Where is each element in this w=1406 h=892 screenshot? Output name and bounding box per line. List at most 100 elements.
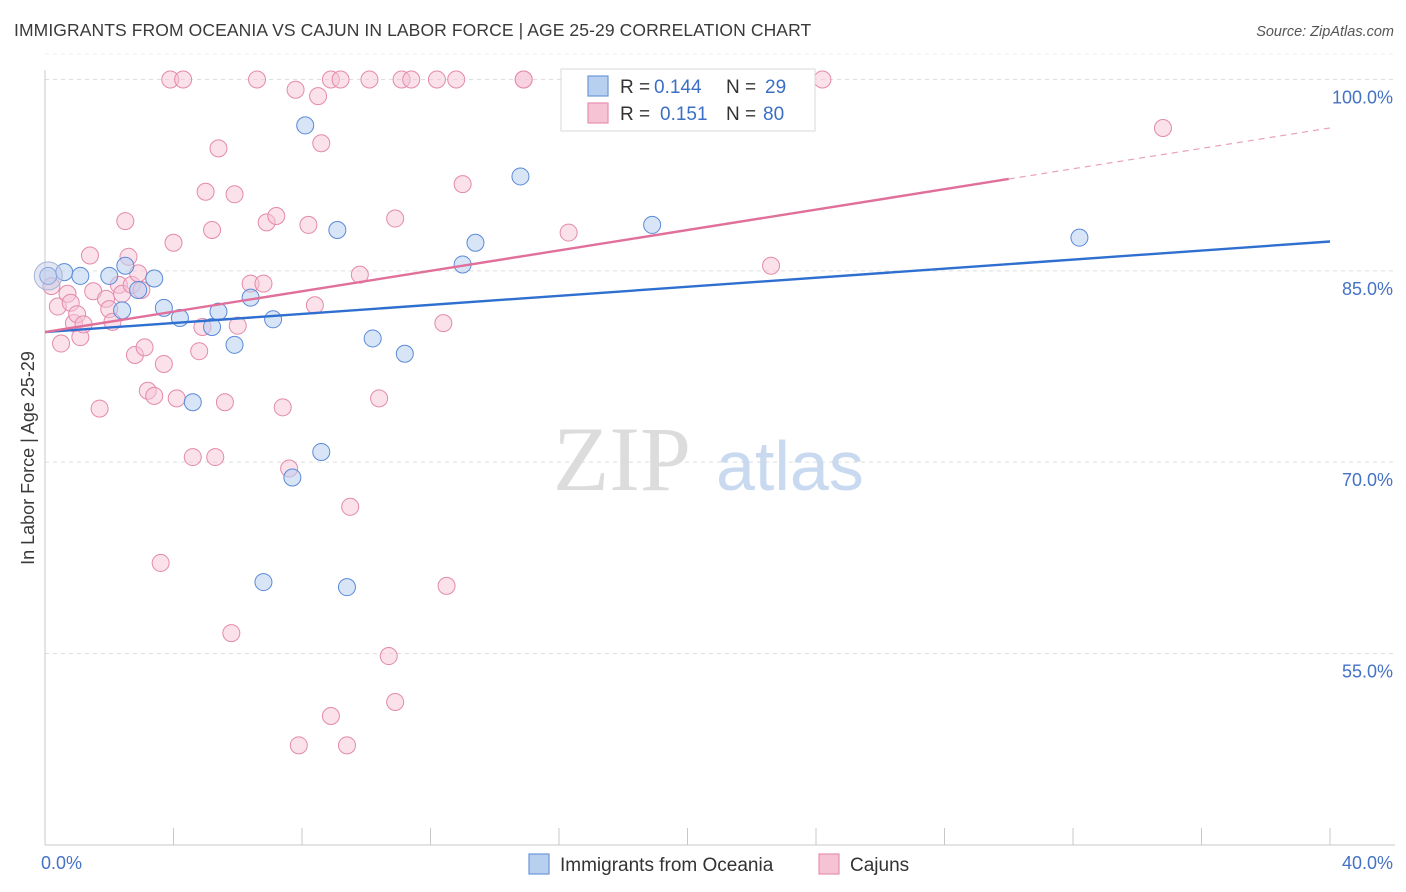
oceania-point <box>643 215 662 234</box>
legend-n-label-2: N = <box>726 104 756 125</box>
cajun-point <box>267 206 286 225</box>
bottom-swatch-cajun <box>818 853 840 875</box>
stats-legend: R = 0.144 N = 29 R = 0.151 N = 80 <box>560 68 816 132</box>
cajun-point <box>453 175 472 194</box>
cajun-point <box>321 707 340 726</box>
x-tick-label-max: 40.0% <box>1342 853 1393 873</box>
x-tick-label-min: 0.0% <box>41 853 82 873</box>
grid <box>45 53 1395 654</box>
cajun-point <box>447 70 466 89</box>
cajun-point <box>164 233 183 252</box>
cajun-point <box>80 246 99 265</box>
cajun-point <box>360 70 379 89</box>
cajun-point <box>154 354 173 373</box>
oceania-point <box>183 393 202 412</box>
oceania-point <box>129 280 148 299</box>
oceania-point <box>312 442 331 461</box>
watermark-zip: ZIP <box>553 408 691 510</box>
cajun-point <box>386 692 405 711</box>
cajun-point <box>206 448 225 467</box>
cajun-point <box>52 334 71 353</box>
oceania-trend-line <box>44 240 1331 334</box>
y-tick-label: 85.0% <box>1342 279 1393 299</box>
cajun-point <box>341 497 360 516</box>
cajun-point <box>762 256 781 275</box>
cajun-point <box>116 212 135 231</box>
cajun-point <box>514 70 533 89</box>
legend-r-label-2: R = <box>620 104 650 125</box>
oceania-point <box>395 344 414 363</box>
oceania-point <box>296 116 315 135</box>
cajun-point <box>90 399 109 418</box>
cajun-trend-line <box>44 177 1009 334</box>
axes <box>44 70 1395 846</box>
cajun-point <box>337 736 356 755</box>
watermark-atlas: atlas <box>716 427 864 505</box>
legend-swatch-cajun <box>587 102 609 124</box>
oceania-point <box>203 317 222 336</box>
cajun-points <box>42 70 1172 755</box>
legend-swatch-oceania <box>587 75 609 97</box>
oceania-point <box>71 266 90 285</box>
legend-r-value-1: 0.144 <box>654 77 702 98</box>
oceania-point <box>113 301 132 320</box>
chart-source: Source: ZipAtlas.com <box>1256 24 1394 40</box>
oceania-points <box>33 116 1089 597</box>
cajun-point <box>286 80 305 99</box>
oceania-point <box>264 310 283 329</box>
cajun-point <box>379 647 398 666</box>
cajun-point <box>248 70 267 89</box>
bottom-swatch-oceania <box>528 853 550 875</box>
y-tick-label: 100.0% <box>1332 88 1393 108</box>
legend-n-label-1: N = <box>726 77 756 98</box>
y-tick-label: 70.0% <box>1342 470 1393 490</box>
cajun-point <box>196 182 215 201</box>
bottom-legend-cajun: Cajuns <box>850 855 909 876</box>
legend-r-value-2: 0.151 <box>660 104 708 125</box>
cajun-point <box>312 134 331 153</box>
oceania-point <box>254 573 273 592</box>
legend-r-label-1: R = <box>620 77 650 98</box>
oceania-point <box>225 335 244 354</box>
cajun-point <box>135 338 154 357</box>
cajun-point <box>370 389 389 408</box>
cajun-point <box>254 274 273 293</box>
cajun-point <box>309 87 328 106</box>
oceania-point <box>1070 228 1089 247</box>
legend-n-value-2: 80 <box>763 104 784 125</box>
oceania-point <box>466 233 485 252</box>
cajun-point <box>215 393 234 412</box>
oceania-point <box>511 167 530 186</box>
oceania-point <box>363 329 382 348</box>
oceania-point <box>116 256 135 275</box>
oceania-point <box>145 269 164 288</box>
legend-n-value-1: 29 <box>765 77 786 98</box>
y-tick-label: 55.0% <box>1342 662 1393 682</box>
cajun-point <box>437 576 456 595</box>
cajun-point <box>228 316 247 335</box>
y-axis-label: In Labor Force | Age 25-29 <box>18 351 38 565</box>
cajun-point <box>203 221 222 240</box>
cajun-point <box>331 70 350 89</box>
trend-lines <box>44 127 1331 334</box>
cajun-point <box>559 223 578 242</box>
cajun-point <box>190 342 209 361</box>
oceania-point <box>283 468 302 487</box>
chart-title: IMMIGRANTS FROM OCEANIA VS CAJUN IN LABO… <box>14 20 812 40</box>
tick-labels: 55.0% 70.0% 85.0% 100.0% 0.0% 40.0% <box>41 88 1393 874</box>
cajun-point <box>386 209 405 228</box>
cajun-trend-extension <box>1008 127 1331 180</box>
cajun-point <box>145 386 164 405</box>
oceania-point <box>328 221 347 240</box>
series-legend: Immigrants from Oceania Cajuns <box>528 853 909 876</box>
cajun-point <box>1153 118 1172 137</box>
cajun-point <box>402 70 421 89</box>
cajun-point <box>434 314 453 333</box>
cajun-point <box>167 389 186 408</box>
oceania-point <box>337 578 356 597</box>
cajun-point <box>151 553 170 572</box>
cajun-point <box>225 185 244 204</box>
cajun-point <box>273 398 292 417</box>
cajun-point <box>289 736 308 755</box>
